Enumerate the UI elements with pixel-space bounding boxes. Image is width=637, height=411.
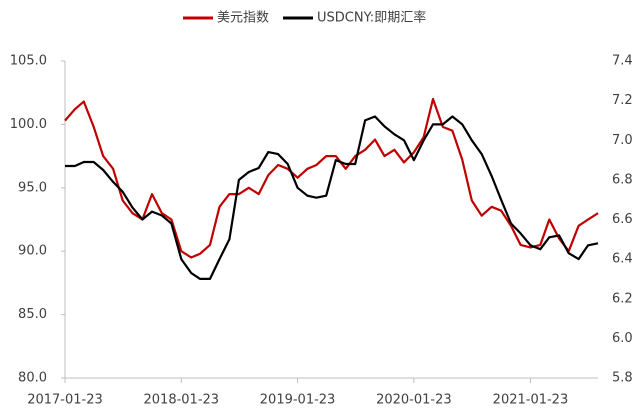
y2-tick-label: 6.8 [612, 172, 633, 187]
x-tick-label: 2019-01-23 [260, 393, 336, 408]
y2-tick-label: 5.8 [612, 371, 633, 386]
y2-tick-label: 7.4 [612, 54, 633, 69]
y-tick-label: 80.0 [18, 371, 47, 386]
x-tick-label: 2017-01-23 [27, 393, 103, 408]
y-tick-label: 85.0 [18, 307, 47, 322]
y2-tick-label: 6.4 [612, 252, 633, 267]
y-tick-label: 100.0 [10, 117, 47, 132]
line-series [65, 115, 599, 280]
y-tick-label: 95.0 [18, 180, 47, 195]
legend-label: 美元指数 [217, 11, 269, 26]
y-tick-label: 105.0 [10, 54, 47, 69]
y2-tick-label: 7.2 [612, 93, 633, 108]
x-tick-label: 2018-01-23 [144, 393, 220, 408]
x-tick-label: 2020-01-23 [376, 393, 452, 408]
y2-tick-label: 7.0 [612, 133, 633, 148]
y2-tick-label: 6.6 [612, 212, 633, 227]
y2-tick-label: 6.0 [612, 331, 633, 346]
legend-label: USDCNY:即期汇率 [317, 10, 426, 26]
y2-tick-label: 6.2 [612, 291, 633, 306]
x-tick-label: 2021-01-23 [493, 393, 569, 408]
y-tick-label: 90.0 [18, 244, 47, 259]
line-series [64, 97, 599, 259]
